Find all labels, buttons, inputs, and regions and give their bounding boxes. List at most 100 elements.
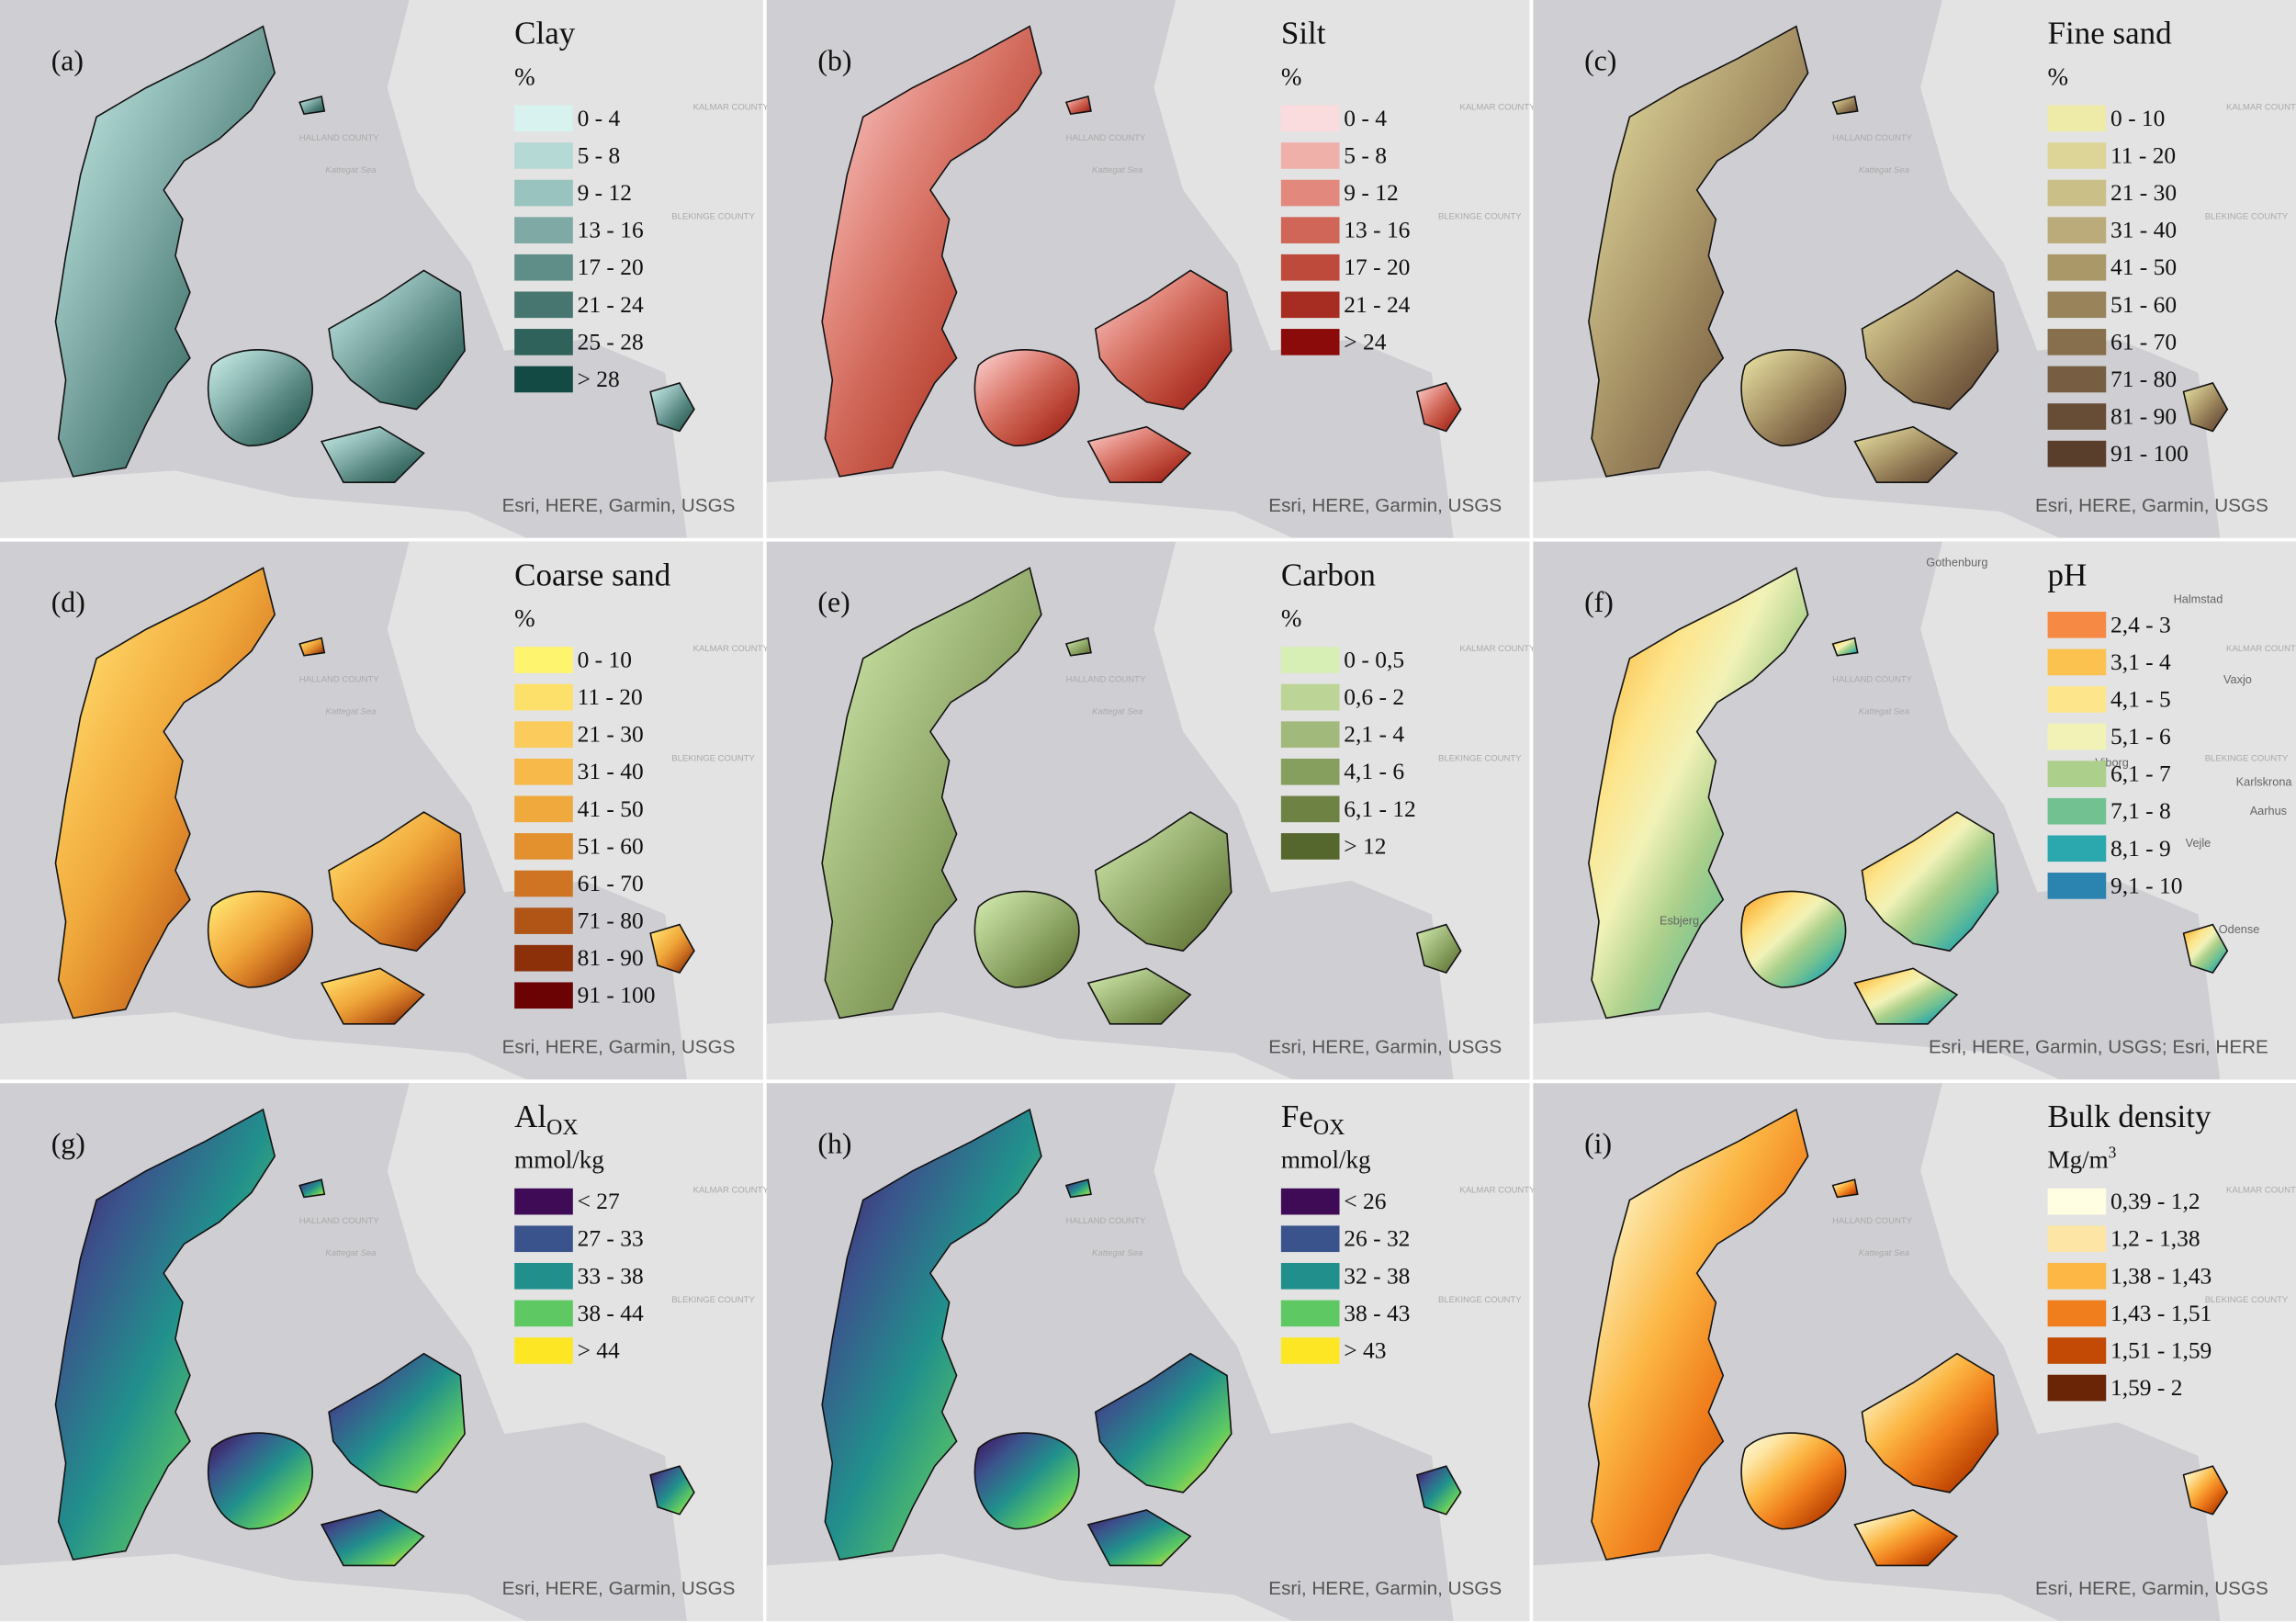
- legend-label: 41 - 50: [578, 795, 644, 822]
- legend-swatch: [514, 1262, 573, 1290]
- legend-swatch: [514, 329, 573, 355]
- legend-unit: %: [514, 604, 535, 632]
- legend-label: 31 - 40: [2110, 217, 2177, 243]
- germany-land: [0, 1553, 526, 1621]
- panel-letter: (e): [817, 586, 850, 618]
- legend-swatch: [2047, 648, 2107, 676]
- basemap-label: HALLAND COUNTY: [299, 1216, 379, 1226]
- denmark-land: [1861, 811, 1999, 952]
- legend-unit: %: [1281, 62, 1302, 90]
- denmark-land: [1588, 25, 1809, 478]
- legend-label: 1,43 - 1,51: [2110, 1300, 2212, 1326]
- legend-label: > 28: [578, 366, 620, 392]
- legend-label: 6,1 - 12: [1344, 795, 1415, 822]
- panel-letter: (b): [817, 44, 851, 76]
- attribution: Esri, HERE, Garmin, USGS: [2035, 495, 2268, 516]
- panel-letter: (f): [1584, 586, 1614, 618]
- denmark-land: [1094, 1352, 1232, 1493]
- legend-swatch: [1280, 833, 1340, 860]
- legend-swatch: [2047, 797, 2107, 825]
- sweden-land: [1154, 1083, 1530, 1621]
- basemap-label: Kattegat Sea: [325, 706, 376, 716]
- legend-title: Bulk density: [2048, 1099, 2212, 1134]
- legend-unit-text: %: [1281, 62, 1302, 90]
- legend-swatch: [514, 179, 573, 207]
- legend-label: 1,51 - 1,59: [2110, 1336, 2212, 1363]
- panel-letter: (d): [51, 586, 85, 618]
- denmark-land: [298, 637, 326, 657]
- legend-unit-text: mmol/kg: [514, 1146, 604, 1174]
- denmark-land: [1064, 637, 1092, 657]
- panel: Kattegat Sea HALLAND COUNTY BLEKINGE COUNT…: [1533, 0, 2296, 538]
- legend-label: 21 - 24: [578, 291, 644, 318]
- denmark-land: [298, 96, 326, 116]
- legend-title: Silt: [1281, 16, 1326, 51]
- basemap-label: KALMAR COUNTY: [2226, 1186, 2296, 1196]
- legend-label: 4,1 - 6: [1344, 758, 1404, 784]
- legend-label: 38 - 43: [1344, 1300, 1410, 1326]
- legend-title: FeOX: [1281, 1099, 1345, 1140]
- denmark-land: [1853, 425, 1959, 483]
- legend-label: 2,1 - 4: [1344, 721, 1404, 748]
- legend-unit: mmol/kg: [1281, 1146, 1371, 1174]
- basemap-label: BLEKINGE COUNTY: [671, 212, 755, 222]
- basemap-label: Kattegat Sea: [1859, 706, 1909, 716]
- basemap-label: BLEKINGE COUNTY: [2205, 212, 2289, 222]
- legend-label: 17 - 20: [578, 254, 644, 280]
- legend-label: 33 - 38: [578, 1262, 644, 1289]
- legend-swatch: [1280, 217, 1340, 243]
- place-label: Karlskrona: [2236, 774, 2293, 788]
- basemap-label: HALLAND COUNTY: [1065, 133, 1145, 143]
- denmark-land: [207, 349, 313, 447]
- legend-label: 0 - 10: [2110, 105, 2165, 131]
- legend-swatch: [514, 647, 573, 673]
- legend-label: 1,2 - 1,38: [2110, 1225, 2200, 1252]
- basemap-label: BLEKINGE COUNTY: [1438, 212, 1522, 222]
- place-label: Odense: [2219, 922, 2260, 936]
- legend-label: 5,1 - 6: [2110, 723, 2171, 750]
- legend-swatch: [1280, 254, 1340, 281]
- legend-title-text: Coarse sand: [514, 557, 671, 592]
- legend-label: 0 - 4: [578, 105, 621, 131]
- denmark-land: [1588, 1108, 1809, 1561]
- legend-swatch: [1280, 329, 1340, 355]
- denmark-land: [328, 269, 466, 411]
- germany-land: [0, 470, 526, 538]
- legend-label: 2,4 - 3: [2110, 611, 2171, 637]
- denmark-land: [821, 25, 1042, 478]
- legend-swatch: [2047, 612, 2107, 638]
- germany-land: [766, 470, 1293, 538]
- legend-unit-sup: 3: [2109, 1143, 2117, 1161]
- panel-letter: (g): [51, 1128, 85, 1160]
- denmark-land: [974, 349, 1080, 447]
- legend-label: > 12: [1344, 832, 1386, 859]
- legend-label: 31 - 40: [578, 758, 644, 784]
- legend-label: 21 - 30: [578, 721, 644, 748]
- denmark-land: [1831, 1178, 1859, 1199]
- legend-swatch: [2047, 1225, 2107, 1253]
- legend-swatch: [1280, 795, 1340, 823]
- legend-unit: %: [2048, 62, 2069, 90]
- legend-title-text: Silt: [1281, 16, 1326, 51]
- denmark-land: [1064, 1178, 1092, 1199]
- place-label: Gothenburg: [1926, 556, 1987, 569]
- denmark-land: [320, 967, 425, 1025]
- denmark-land: [1064, 96, 1092, 116]
- legend-swatch: [1280, 1337, 1340, 1364]
- legend-label: 27 - 33: [578, 1225, 644, 1252]
- panel-letter: (c): [1584, 44, 1616, 76]
- denmark-land: [1415, 1465, 1462, 1516]
- legend-title: Clay: [514, 16, 576, 51]
- legend-swatch: [1280, 291, 1340, 319]
- basemap-label: HALLAND COUNTY: [1832, 674, 1912, 684]
- panel: Kattegat Sea HALLAND COUNTY BLEKINGE COUNT…: [1533, 1083, 2296, 1621]
- legend-swatch: [514, 907, 573, 934]
- legend-label: 38 - 44: [578, 1300, 644, 1326]
- basemap-label: Kattegat Sea: [1092, 165, 1142, 175]
- denmark-land: [649, 923, 695, 975]
- legend-label: 13 - 16: [578, 217, 644, 243]
- basemap-label: HALLAND COUNTY: [1832, 1216, 1912, 1226]
- basemap-label: KALMAR COUNTY: [1459, 644, 1536, 654]
- legend-swatch: [2047, 217, 2107, 243]
- legend-label: 61 - 70: [2110, 328, 2177, 355]
